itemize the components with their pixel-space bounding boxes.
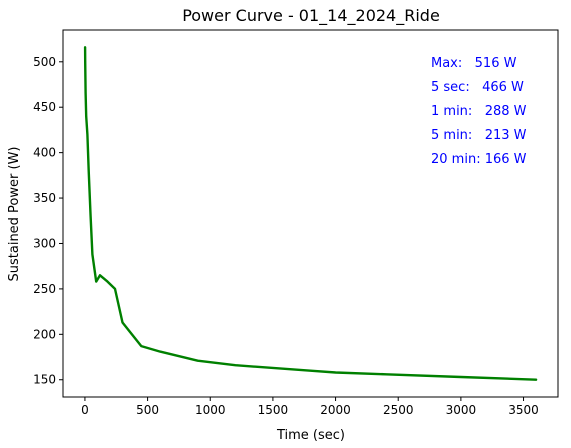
y-tick-label: 300 (33, 236, 56, 250)
data-point (84, 60, 87, 63)
y-axis-label: Sustained Power (W) (7, 147, 22, 282)
y-tick-label: 150 (33, 373, 56, 387)
y-tick-label: 500 (33, 55, 56, 69)
chart-title: Power Curve - 01_14_2024_Ride (182, 6, 440, 26)
data-point (159, 350, 162, 353)
x-tick-label: 1000 (195, 403, 226, 417)
data-point (89, 215, 92, 218)
data-point (84, 91, 87, 94)
data-point (114, 287, 116, 290)
power-summary-annotation: 1 min: 288 W (431, 104, 527, 119)
x-tick-label: 3500 (508, 403, 539, 417)
x-tick-label: 2000 (320, 403, 351, 417)
x-tick-label: 2500 (383, 403, 414, 417)
data-point (196, 359, 199, 362)
y-tick-label: 200 (33, 327, 56, 341)
power-curve-line (83, 46, 538, 381)
y-tick-label: 350 (33, 191, 56, 205)
x-tick-label: 500 (136, 403, 159, 417)
x-axis-label: Time (sec) (276, 428, 345, 443)
data-point (87, 169, 90, 172)
data-point (106, 280, 109, 283)
data-point (234, 364, 237, 367)
data-point (121, 321, 124, 324)
data-point (334, 371, 337, 374)
data-point (86, 133, 89, 136)
data-point (140, 345, 143, 348)
data-point (384, 373, 387, 376)
x-tick-label: 3000 (446, 403, 477, 417)
axes-frame (62, 29, 559, 398)
power-summary-annotation: Max: 516 W (431, 56, 517, 71)
data-point (91, 253, 94, 256)
power-summary-annotation: 5 sec: 466 W (431, 80, 524, 95)
power-summary-annotation: 5 min: 213 W (431, 128, 527, 143)
power-summary-annotation: 20 min: 166 W (431, 152, 527, 167)
data-point (309, 369, 312, 372)
data-point (99, 274, 101, 277)
x-tick-label: 1500 (258, 403, 289, 417)
y-tick-label: 450 (33, 100, 56, 114)
y-tick-label: 400 (33, 146, 56, 160)
x-tick-label: 0 (81, 403, 89, 417)
data-point (459, 376, 462, 378)
y-tick-label: 250 (33, 282, 56, 296)
data-point (535, 378, 537, 381)
data-point (95, 280, 98, 283)
data-point (85, 115, 88, 118)
plot-area: 0 500 1000 1500 2000 2500 3000 3500 150 200 250 300… (33, 46, 539, 417)
data-point (84, 46, 86, 49)
